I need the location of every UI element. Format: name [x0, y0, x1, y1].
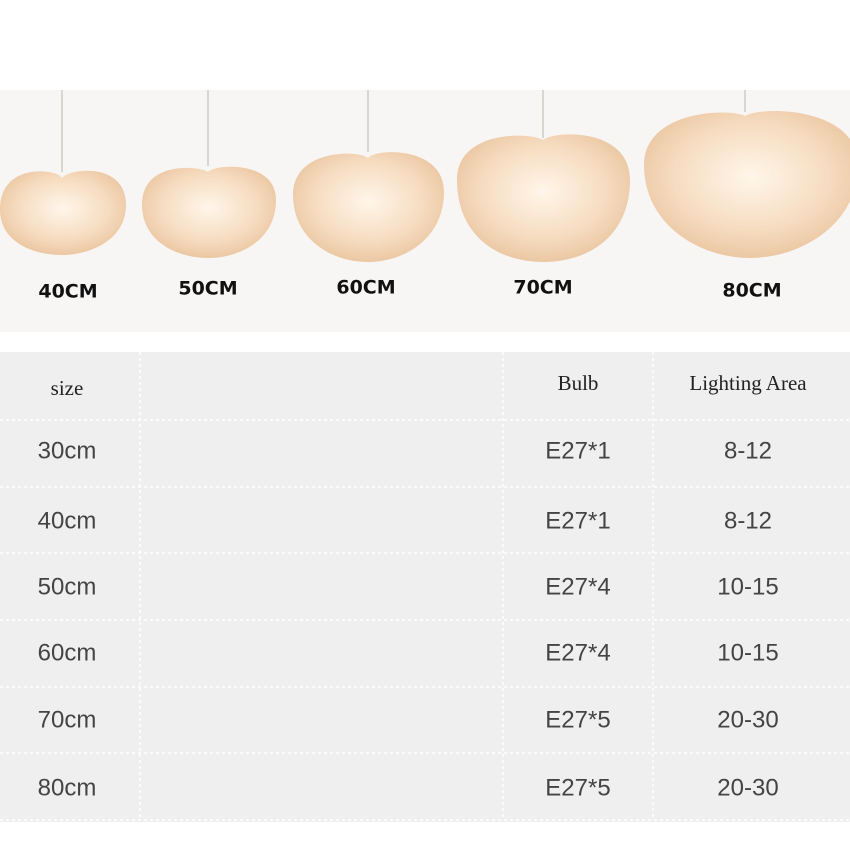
size-label: 40CM — [38, 281, 97, 303]
table-cell: 40cm — [38, 507, 97, 534]
table-cell: E27*1 — [545, 437, 610, 464]
lamps — [0, 111, 850, 262]
table-cell: 60cm — [38, 639, 97, 666]
table-cell: 80cm — [38, 774, 97, 801]
table-cell: E27*1 — [545, 507, 610, 534]
size-label: 80CM — [722, 280, 781, 302]
table-cell: 70cm — [38, 706, 97, 733]
table-cell: 8-12 — [724, 437, 772, 464]
table-cell: E27*4 — [545, 573, 610, 600]
size-label: 70CM — [513, 277, 572, 299]
table-cell: 20-30 — [717, 774, 778, 801]
table-cell: 30cm — [38, 437, 97, 464]
table-cell: 20-30 — [717, 706, 778, 733]
table-cell: 8-12 — [724, 507, 772, 534]
column-header: Bulb — [558, 371, 599, 395]
table-rules — [139, 352, 654, 820]
table-bg — [0, 352, 850, 822]
table-cell: 50cm — [38, 573, 97, 600]
table-cell: E27*4 — [545, 639, 610, 666]
table-cell: 10-15 — [717, 573, 778, 600]
table-cell: 10-15 — [717, 639, 778, 666]
column-header: Lighting Area — [689, 371, 807, 395]
column-header: size — [51, 376, 84, 400]
table-cell: E27*5 — [545, 774, 610, 801]
table-cell: E27*5 — [545, 706, 610, 733]
size-label: 50CM — [178, 278, 237, 300]
cords — [61, 90, 746, 172]
size-label: 60CM — [336, 277, 395, 299]
